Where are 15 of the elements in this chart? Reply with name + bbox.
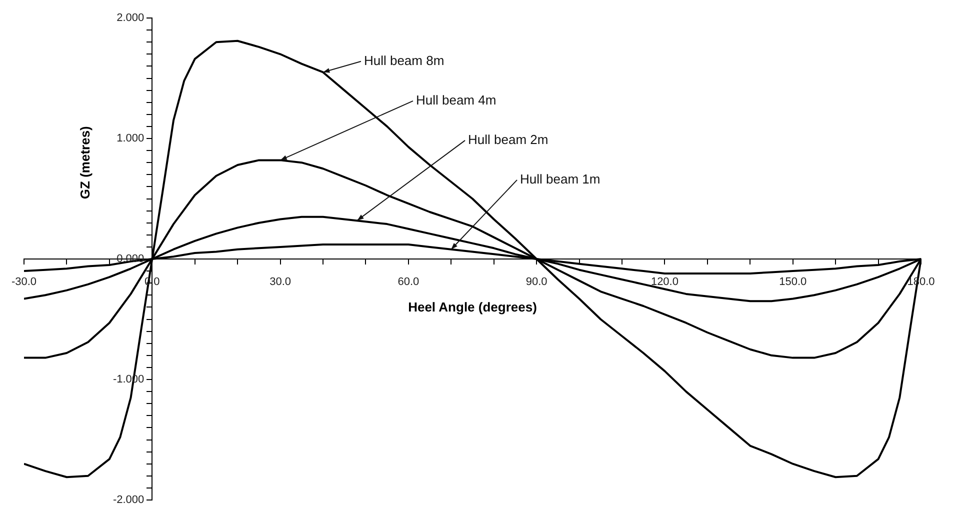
x-tick-label: 150.0	[779, 276, 807, 288]
annotation: Hull beam 8m	[364, 52, 444, 68]
annotation: Hull beam 4m	[416, 92, 496, 108]
x-tick-label: 90.0	[526, 276, 548, 288]
y-tick-label: 2.000	[116, 12, 144, 24]
y-tick-label: 1.000	[116, 132, 144, 145]
y-tick-label: -2.000	[112, 494, 144, 506]
x-tick-label: 30.0	[270, 276, 291, 288]
x-tick-label: 120.0	[650, 276, 678, 288]
x-tick-label: -30.0	[11, 276, 37, 288]
x-axis-title: Heel Angle (degrees)	[408, 299, 537, 314]
annotation: Hull beam 2m	[468, 132, 548, 148]
y-axis-title: GZ (metres)	[78, 126, 93, 200]
annotation: Hull beam 1m	[520, 172, 600, 187]
x-tick-label: 60.0	[398, 276, 420, 288]
